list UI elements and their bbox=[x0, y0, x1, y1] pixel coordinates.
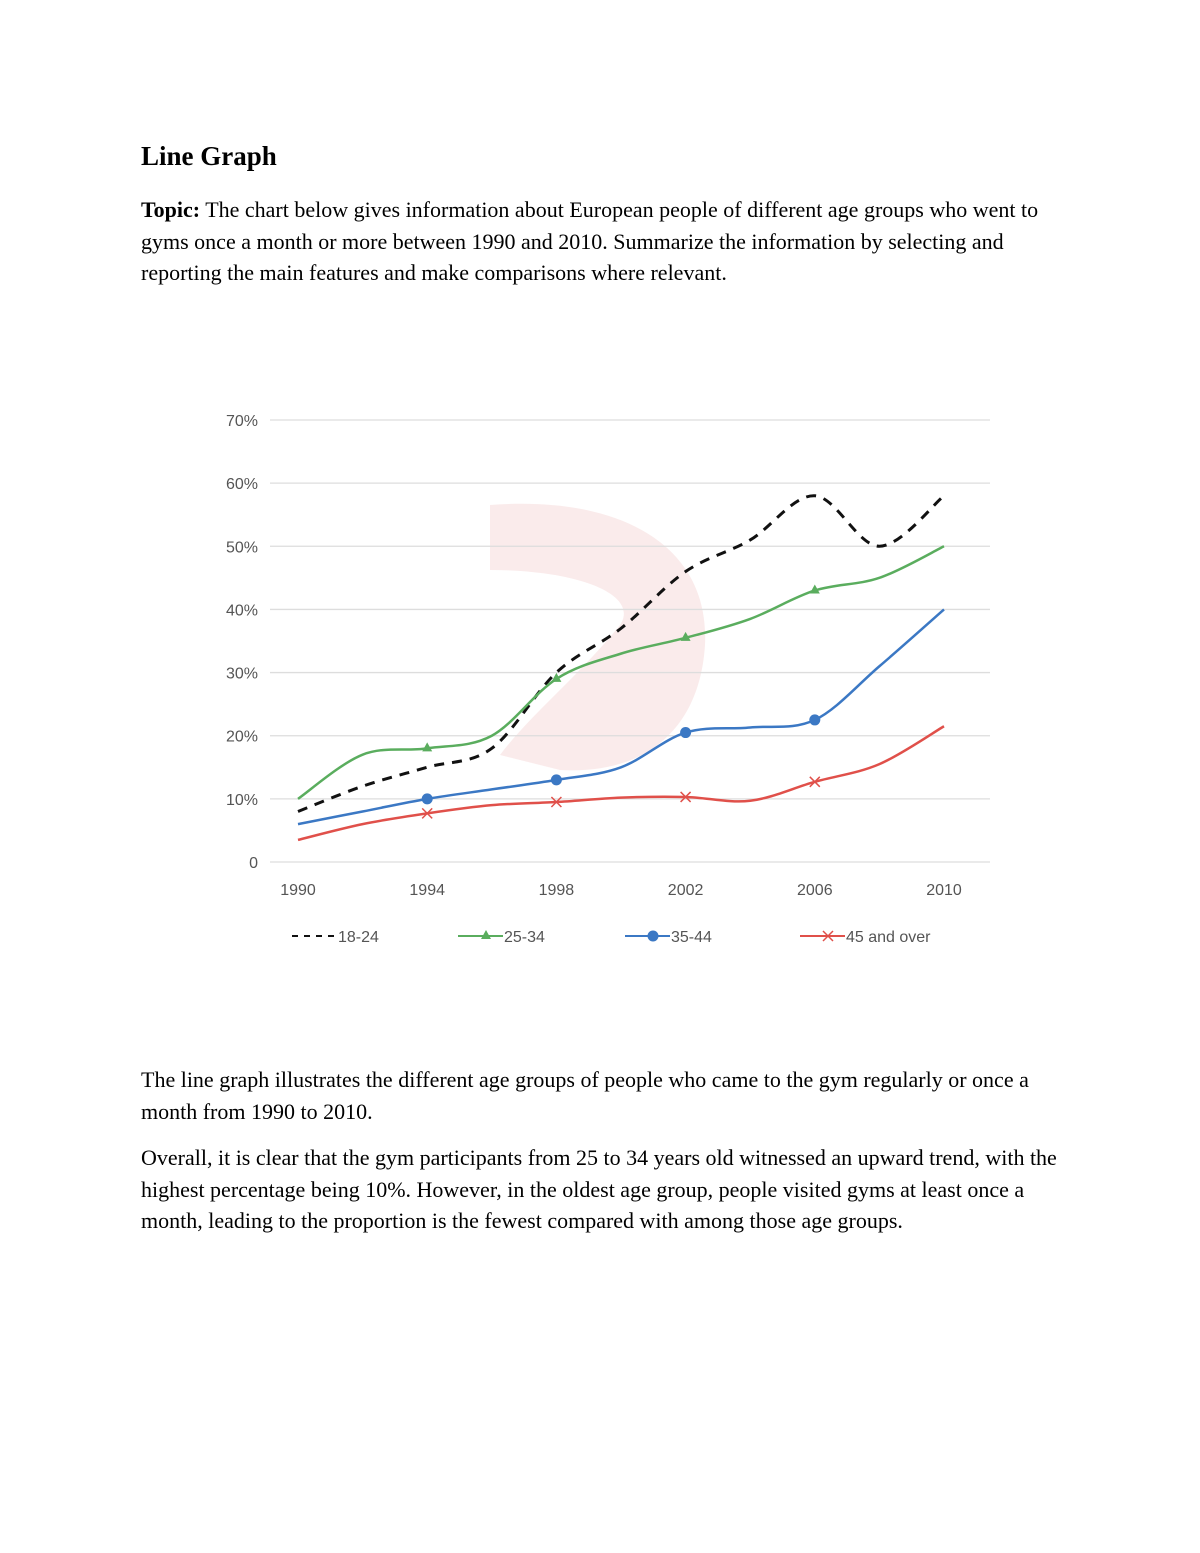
topic-text: The chart below gives information about … bbox=[141, 197, 1039, 285]
circle-marker bbox=[680, 727, 692, 739]
legend-label: 25-34 bbox=[504, 929, 545, 946]
cross-marker bbox=[822, 930, 834, 942]
watermark-logo bbox=[490, 503, 706, 771]
triangle-marker bbox=[551, 672, 562, 682]
y-tick-label: 40% bbox=[226, 602, 258, 619]
triangle-marker bbox=[481, 930, 491, 939]
y-tick-label: 60% bbox=[226, 476, 258, 493]
y-tick-label: 30% bbox=[226, 666, 258, 683]
topic-label: Topic: bbox=[141, 197, 201, 222]
y-tick-label: 20% bbox=[226, 729, 258, 746]
x-tick-label: 2002 bbox=[668, 882, 704, 899]
circle-marker bbox=[421, 793, 433, 805]
series-line-35-44 bbox=[297, 608, 945, 826]
x-tick-label: 1994 bbox=[409, 882, 445, 899]
body-paragraph-2: Overall, it is clear that the gym partic… bbox=[141, 1145, 1057, 1233]
body-paragraph-1: The line graph illustrates the different… bbox=[141, 1067, 1029, 1124]
triangle-marker bbox=[680, 631, 691, 641]
triangle-marker bbox=[422, 742, 433, 752]
cross-marker bbox=[809, 776, 821, 788]
x-tick-label: 2010 bbox=[926, 882, 962, 899]
topic-paragraph: Topic: The chart below gives information… bbox=[141, 194, 1071, 289]
legend-label: 18-24 bbox=[338, 929, 379, 946]
circle-marker bbox=[550, 774, 562, 786]
legend-label: 45 and over bbox=[846, 929, 931, 946]
x-tick-label: 1990 bbox=[280, 882, 316, 899]
x-tick-label: 2006 bbox=[797, 882, 833, 899]
cross-marker bbox=[550, 796, 562, 808]
circle-marker bbox=[809, 714, 821, 726]
y-tick-label: 0 bbox=[249, 855, 258, 872]
circle-marker bbox=[647, 930, 659, 942]
cross-marker bbox=[421, 807, 433, 819]
legend-label: 35-44 bbox=[671, 929, 712, 946]
triangle-marker bbox=[809, 584, 820, 594]
cross-marker bbox=[680, 791, 692, 803]
y-tick-label: 50% bbox=[226, 539, 258, 556]
series-line-18-24 bbox=[297, 494, 945, 813]
y-tick-label: 70% bbox=[226, 413, 258, 430]
line-chart: 0 10% 20% 30% 40% 50% 60% 70% 1990 1994 1998 2002 20… bbox=[226, 413, 990, 946]
series-line-45-and-over bbox=[297, 725, 945, 842]
y-tick-label: 10% bbox=[226, 792, 258, 809]
series-line-25-34 bbox=[297, 545, 945, 800]
page-title: Line Graph bbox=[141, 141, 277, 171]
x-tick-label: 1998 bbox=[539, 882, 575, 899]
